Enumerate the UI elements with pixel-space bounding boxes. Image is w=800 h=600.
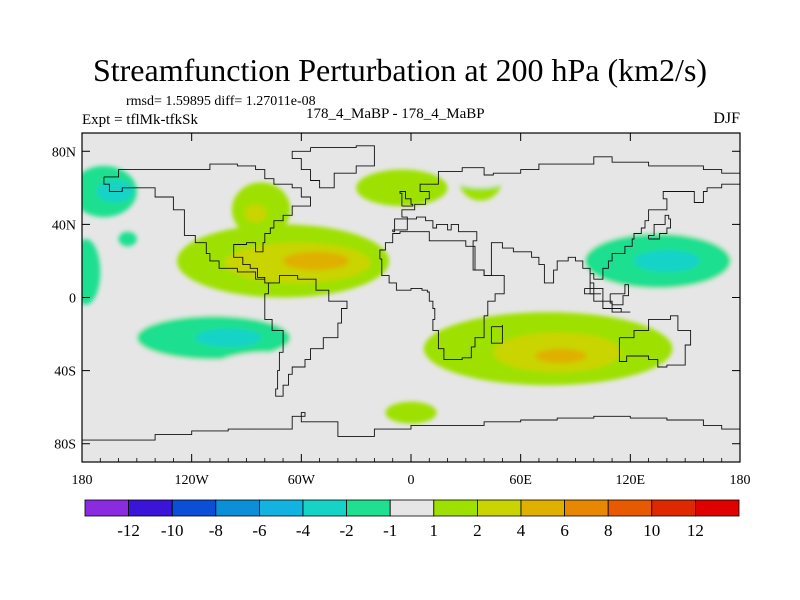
chart-title: Streamfunction Perturbation at 200 hPa (… [92,52,708,88]
x-tick-label-0: 180 [72,473,93,488]
colorbar: -12 -10 -8 -6 -4 -2 -1 1 2 4 6 8 10 12 [84,499,740,540]
colorbar-label-11: 8 [604,521,613,540]
x-tick-label-2: 60W [288,473,316,488]
colorbar-box-1 [128,499,173,517]
colorbar-label-2: -8 [209,521,223,540]
field-contour-5 [244,204,267,223]
colorbar-label-0: -12 [117,521,140,540]
field-contour-15 [663,154,740,192]
field-contour-19 [191,352,338,426]
colorbar-label-12: 10 [643,521,660,540]
y-tick-label-4: 80S [54,438,76,453]
colorbar-box-14 [695,499,740,517]
y-tick-label-2: 0 [69,292,76,307]
y-tick-label-0: 80N [52,145,76,160]
x-tick-label-5: 120E [616,473,646,488]
coastline-2 [264,275,348,397]
field-contour-8 [283,251,349,271]
x-tick-label-6: 180 [730,473,751,488]
field-contour-14 [633,249,700,272]
colorbar-box-5 [302,499,347,517]
coastline-10 [399,191,414,207]
colorbar-label-6: -1 [383,521,397,540]
colorbar-box-13 [651,499,696,517]
field-contour-20 [100,396,145,419]
axis-layer: 180 120W 60W 0 60E 120E 180 80N 40N 0 40S 80S [52,133,751,488]
x-tick-label-1: 120W [175,473,210,488]
colorbar-box-9 [476,499,522,517]
coastline-11 [648,214,671,240]
colorbar-label-9: 4 [517,521,526,540]
x-tick-label-3: 0 [408,473,415,488]
coastline-1 [291,145,375,189]
right-subtitle: DJF [713,110,740,127]
field-contour-18 [195,328,262,347]
colorbar-box-0 [84,499,129,517]
coastline-0 [103,163,311,284]
stats-text: rmsd= 1.59895 diff= 1.27011e-08 [126,94,316,109]
colorbar-box-8 [433,499,478,517]
field-layer [82,151,740,426]
colorbar-box-3 [215,499,260,517]
colorbar-box-4 [258,499,304,517]
coastline-9 [609,284,629,306]
colorbar-box-6 [346,499,391,517]
field-contour-24 [385,401,437,424]
coastline-4 [379,231,505,361]
y-tick-label-1: 40N [52,218,76,233]
coastline-5 [490,324,503,344]
colorbar-label-3: -6 [252,521,266,540]
colorbar-label-10: 6 [560,521,569,540]
colorbar-box-2 [171,499,217,517]
y-tick-label-3: 40S [54,365,76,380]
field-contour-2 [82,239,101,305]
colorbar-box-10 [520,499,565,517]
field-contour-23 [535,348,587,364]
coastline-8 [584,287,631,313]
field-contour-9 [356,169,448,207]
colorbar-box-11 [564,499,609,517]
x-tick-label-4: 60E [509,473,532,488]
colorbar-label-1: -10 [161,521,184,540]
center-subtitle: 178_4_MaBP - 178_4_MaBP [306,106,485,122]
field-contour-3 [118,231,137,247]
coastline-7 [82,412,740,441]
colorbar-label-13: 12 [687,521,704,540]
colorbar-label-8: 2 [473,521,482,540]
colorbar-box-7 [389,499,435,517]
colorbar-label-4: -4 [296,521,311,540]
coastline-layer [82,145,740,441]
field-contour-11 [443,151,518,188]
coastline-6 [618,315,692,368]
colorbar-label-7: 1 [430,521,439,540]
colorbar-label-5: -2 [340,521,354,540]
colorbar-box-12 [607,499,653,517]
left-subtitle: Expt = tflMk-tfkSk [82,112,198,128]
